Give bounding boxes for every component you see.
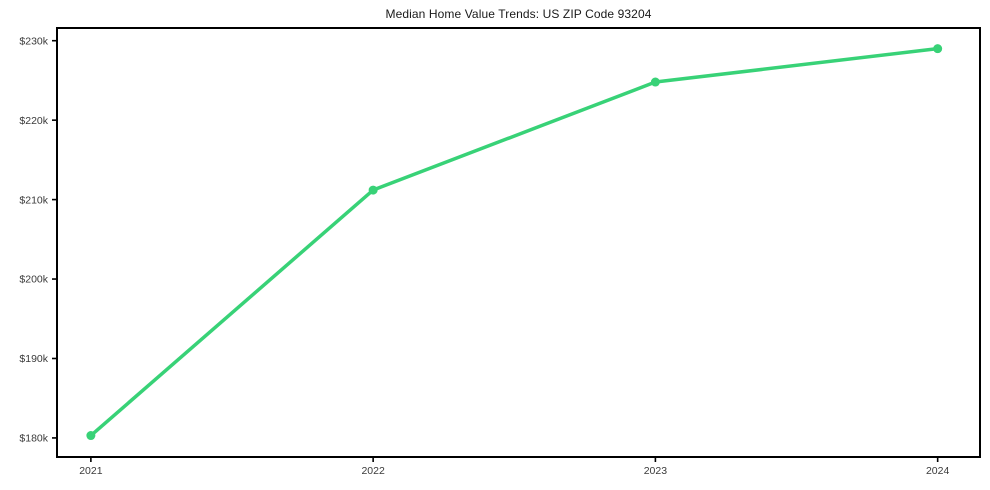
y-tick-label: $220k — [19, 115, 48, 127]
y-tick-label: $180k — [19, 433, 48, 445]
y-tick-label: $230k — [19, 35, 48, 47]
chart-title: Median Home Value Trends: US ZIP Code 93… — [385, 7, 652, 21]
trend-line — [89, 46, 940, 438]
y-tick-label: $190k — [19, 353, 48, 365]
x-tick-label: 2022 — [361, 465, 385, 477]
x-tick-label: 2023 — [644, 465, 668, 477]
x-tick-label: 2021 — [79, 465, 103, 477]
y-tick-label: $210k — [19, 194, 48, 206]
plot-frame — [56, 27, 981, 458]
y-tick-label: $200k — [19, 274, 48, 286]
data-point-marker — [650, 77, 660, 87]
data-point-marker — [86, 431, 96, 441]
data-point-marker — [933, 44, 943, 54]
data-point-marker — [368, 185, 378, 195]
x-tick-label: 2024 — [926, 465, 950, 477]
